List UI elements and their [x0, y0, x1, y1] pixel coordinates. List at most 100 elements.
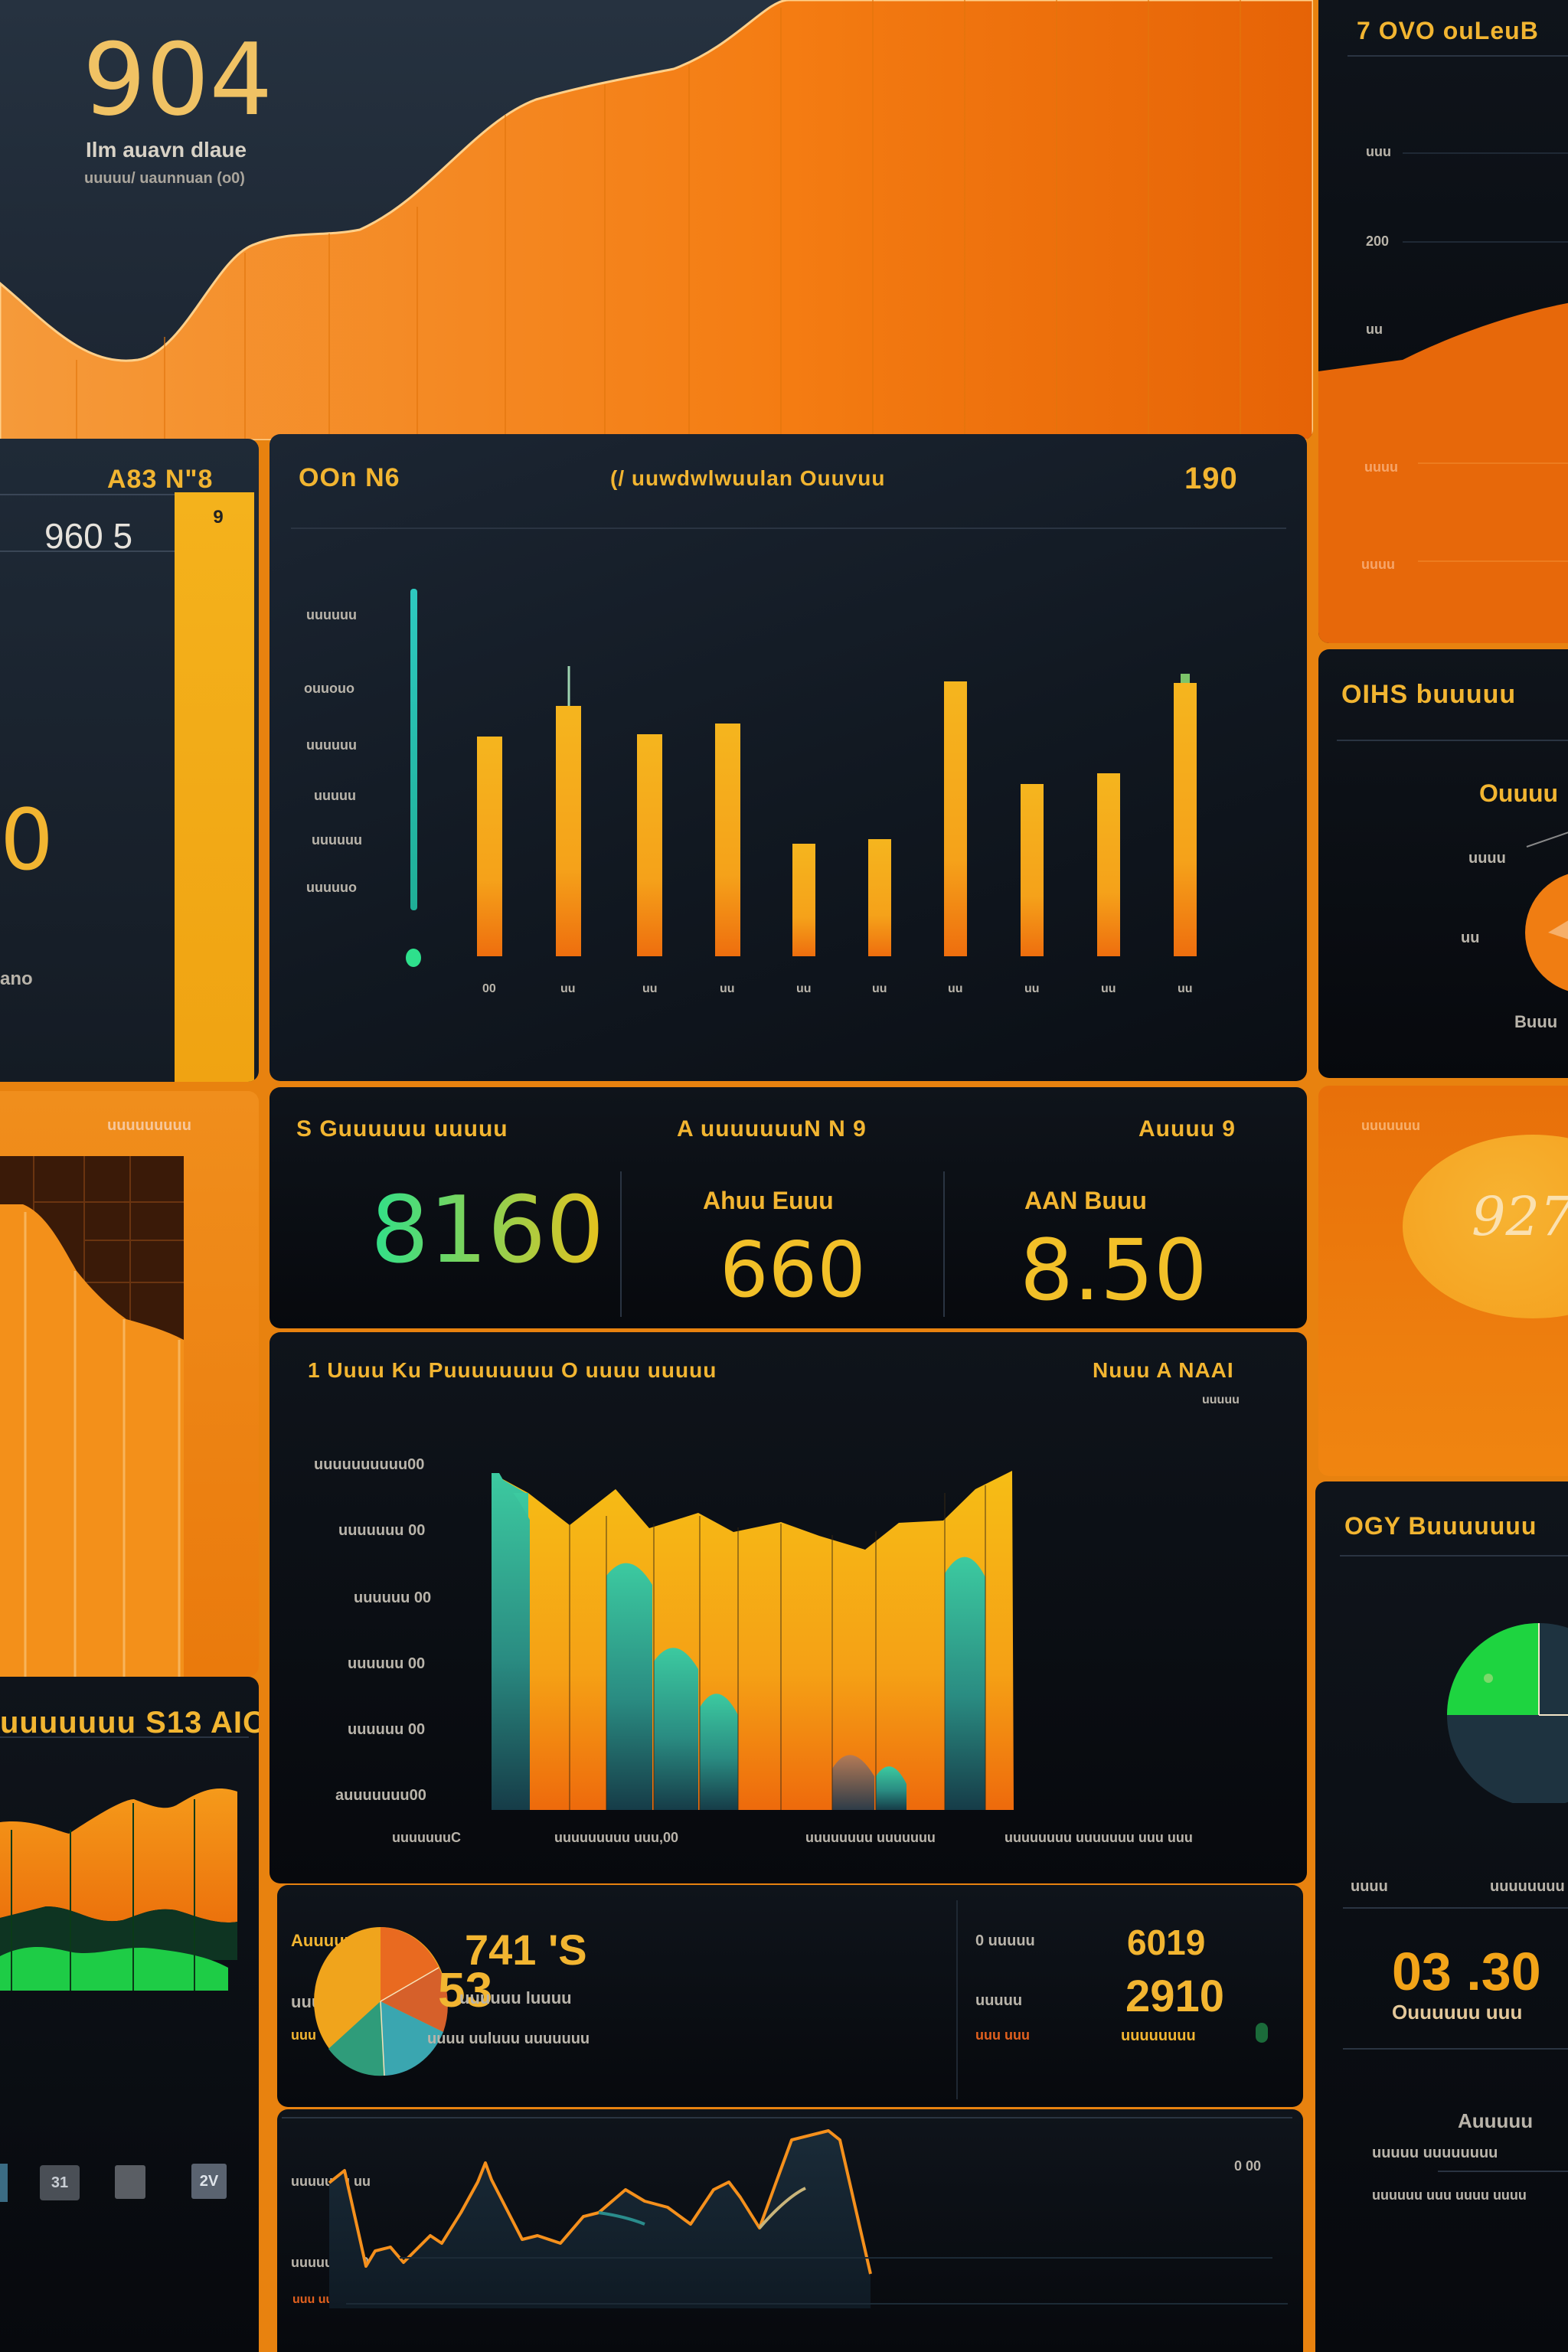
kpi-row-panel: S Guuuuuu uuuuu A uuuuuuuN N 9 Auuuu 9 8…	[270, 1087, 1307, 1328]
right-bottom-panel: OGY Buuuuuuu uuuu uuuuuuuu 03 .30 Ouuuuu…	[1315, 1481, 1568, 2352]
right-bottom-label-right: uuuuuuuu	[1490, 1878, 1565, 1895]
kpi-header-center: A uuuuuuuN N 9	[677, 1116, 867, 1142]
y-label: uuuuuuu 00	[338, 1522, 426, 1539]
right-pie-label-top: Ouuuu	[1479, 779, 1559, 807]
hero-subtitle: Ilm auavn dlaue	[86, 138, 247, 162]
y-label: uuuuuu 00	[348, 1655, 426, 1672]
kpi-card-label-2: Ahuu Euuu	[703, 1187, 834, 1214]
line-right-label: 0 00	[1234, 2158, 1262, 2174]
right-pie-label-bottom: Buuu	[1514, 1012, 1558, 1031]
x-label: uu	[1024, 982, 1040, 995]
pie-right-value-bottom: 2910	[1125, 1971, 1225, 2021]
bar-panel-title-center: (/ uuwdwlwuulan Ouuvuu	[610, 466, 886, 490]
kpi-card-value-2: 660	[720, 1225, 866, 1315]
pie-caption-b: uuuu uuluuu uuuuuuu	[427, 2030, 590, 2047]
y-label: uuu	[1366, 144, 1391, 159]
right-bottom-label-left: uuuu	[1351, 1878, 1388, 1895]
kpi-header-left: S Guuuuuu uuuuu	[296, 1116, 508, 1142]
line-series	[328, 2129, 872, 2275]
hero-area-chart	[0, 0, 1313, 440]
right-bottom-value: 03 .30	[1392, 1942, 1541, 2001]
right-label-3: uuu uuu	[975, 2027, 1030, 2043]
right-bottom-footer-title: Auuuuu	[1458, 2109, 1534, 2132]
hero-panel: 904 Ilm auavn dlaue uuuuu/ uaunnuan (o0)	[0, 0, 1313, 440]
x-label: uu	[1178, 982, 1193, 995]
x-label: uu	[872, 982, 887, 995]
right-pie-panel: OIHS buuuuu Ouuuu uuuu uu Buuu	[1318, 649, 1568, 1078]
view-button-4[interactable]: 2V	[191, 2164, 227, 2199]
y-label: uu	[1366, 322, 1383, 337]
right-pie-chart	[1525, 831, 1568, 991]
pie-caption-a: uuuuuu luuuu	[459, 1988, 572, 2007]
right-orange-value: 927	[1472, 1185, 1568, 1248]
left-bottom-layered-chart	[0, 1788, 237, 1991]
y-label: uuuu	[1361, 557, 1395, 572]
pie-legend-3: uuu	[291, 2027, 316, 2043]
view-button-2[interactable]: 31	[40, 2165, 80, 2200]
left-orange-panel: uuuuuuuuu	[0, 1091, 259, 1677]
stacked-area-panel: 1 Uuuu Ku Puuuuuuuu O uuuu uuuuu Nuuu A …	[270, 1332, 1307, 1883]
y-label: ouuouo	[304, 681, 354, 696]
left-kpi-value-row: 960 5	[44, 516, 133, 556]
left-bottom-title: uuuuuuu S13 AIO	[0, 1706, 259, 1740]
kpi-card-label-3: AAN Buuu	[1024, 1187, 1147, 1214]
left-kpi-title: A83 N"8	[107, 465, 214, 494]
x-label: uuuuuuuu uuuuuuu uuu uuu	[1004, 1830, 1193, 1845]
y-label: uuuuuo	[306, 880, 357, 895]
x-label: uu	[796, 982, 812, 995]
teal-indicator-bar	[410, 589, 417, 910]
left-kpi-big-value: 0	[0, 791, 54, 889]
y-label: uuuuuu 00	[354, 1589, 432, 1606]
right-orange-caption: uuuuuuu	[1361, 1118, 1420, 1133]
kpi-card-value-1: 8160	[371, 1178, 605, 1284]
left-kpi-badge: 9	[213, 507, 224, 528]
x-label: uu	[948, 982, 963, 995]
pie-row-panel: Auuuuuuu uuuu uuu 53 741 'S uuuuuu luuuu…	[277, 1885, 1303, 2107]
pie-value-b: 741 'S	[465, 1926, 587, 1974]
view-button-3[interactable]	[115, 2165, 145, 2199]
x-label: uu	[560, 982, 576, 995]
area-panel-subtitle-right: uuuuu	[1202, 1393, 1240, 1406]
y-label: uuuuuu	[306, 737, 357, 753]
x-label: uuuuuuuC	[392, 1830, 461, 1845]
pie-right-value-top: 6019	[1127, 1922, 1206, 1962]
view-button-1[interactable]	[0, 2164, 8, 2202]
y-label: uuuuuu	[312, 832, 362, 848]
x-label: uu	[1101, 982, 1116, 995]
y-label: uuuu	[1364, 459, 1398, 475]
right-bottom-footer-line2: uuuuuu uuu uuuu uuuu	[1372, 2187, 1527, 2203]
line-chart	[328, 2129, 1288, 2308]
left-kpi-gold-bar	[175, 492, 254, 1082]
x-label: uu	[642, 982, 658, 995]
area-panel-title-right: Nuuu A NAAI	[1093, 1358, 1234, 1382]
pie-right-caption: uuuuuuuu	[1121, 2027, 1196, 2044]
x-label: 00	[482, 982, 496, 995]
x-label: uu	[720, 982, 735, 995]
left-kpi-panel: A83 N"8 960 5 9 0 ano	[0, 439, 259, 1082]
y-label: uuuuu	[314, 788, 356, 803]
right-bottom-title: OGY Buuuuuuu	[1344, 1512, 1537, 1540]
bar-panel-title-left: OOn N6	[299, 463, 400, 492]
x-label: uuuuuuuu uuuuuuu	[805, 1830, 936, 1845]
right-bottom-pie	[1447, 1623, 1568, 1803]
top-right-panel: 7 OVO ouLeuB uuu 200 uu uuuu uuuu	[1318, 0, 1568, 643]
y-label: uuuuuu 00	[348, 1721, 426, 1738]
left-kpi-caption: ano	[0, 969, 33, 989]
kpi-card-value-3: 8.50	[1020, 1221, 1207, 1319]
line-chart-panel: uuuuuuu uu uuuuuuu 00 uuu uuuuuu 0 00	[277, 2109, 1303, 2352]
status-dot-icon	[1256, 2023, 1268, 2043]
left-orange-title: uuuuuuuuu	[107, 1117, 191, 1134]
right-orange-panel: uuuuuuu 927	[1318, 1086, 1568, 1476]
x-label: uuuuuuuuu uuu,00	[554, 1830, 678, 1845]
pie-value-a: 53	[438, 1962, 493, 2017]
right-pie-title: OIHS buuuuu	[1341, 680, 1517, 709]
left-bottom-button-bar: 31 2V	[0, 2164, 259, 2210]
y-label: uuuuuuuuuu00	[314, 1456, 425, 1473]
right-label-1: 0 uuuuu	[975, 1932, 1035, 1949]
bars	[477, 681, 1197, 956]
left-bottom-panel: uuuuuuu S13 AIO uuuuuu 31 2V	[0, 1677, 259, 2352]
right-pie-label-a: uuuu	[1468, 850, 1506, 867]
pie-chart	[314, 1900, 958, 2099]
hero-caption: uuuuu/ uaunnuan (o0)	[84, 170, 245, 187]
right-bottom-value-caption: Ouuuuuu uuu	[1392, 2001, 1523, 2024]
